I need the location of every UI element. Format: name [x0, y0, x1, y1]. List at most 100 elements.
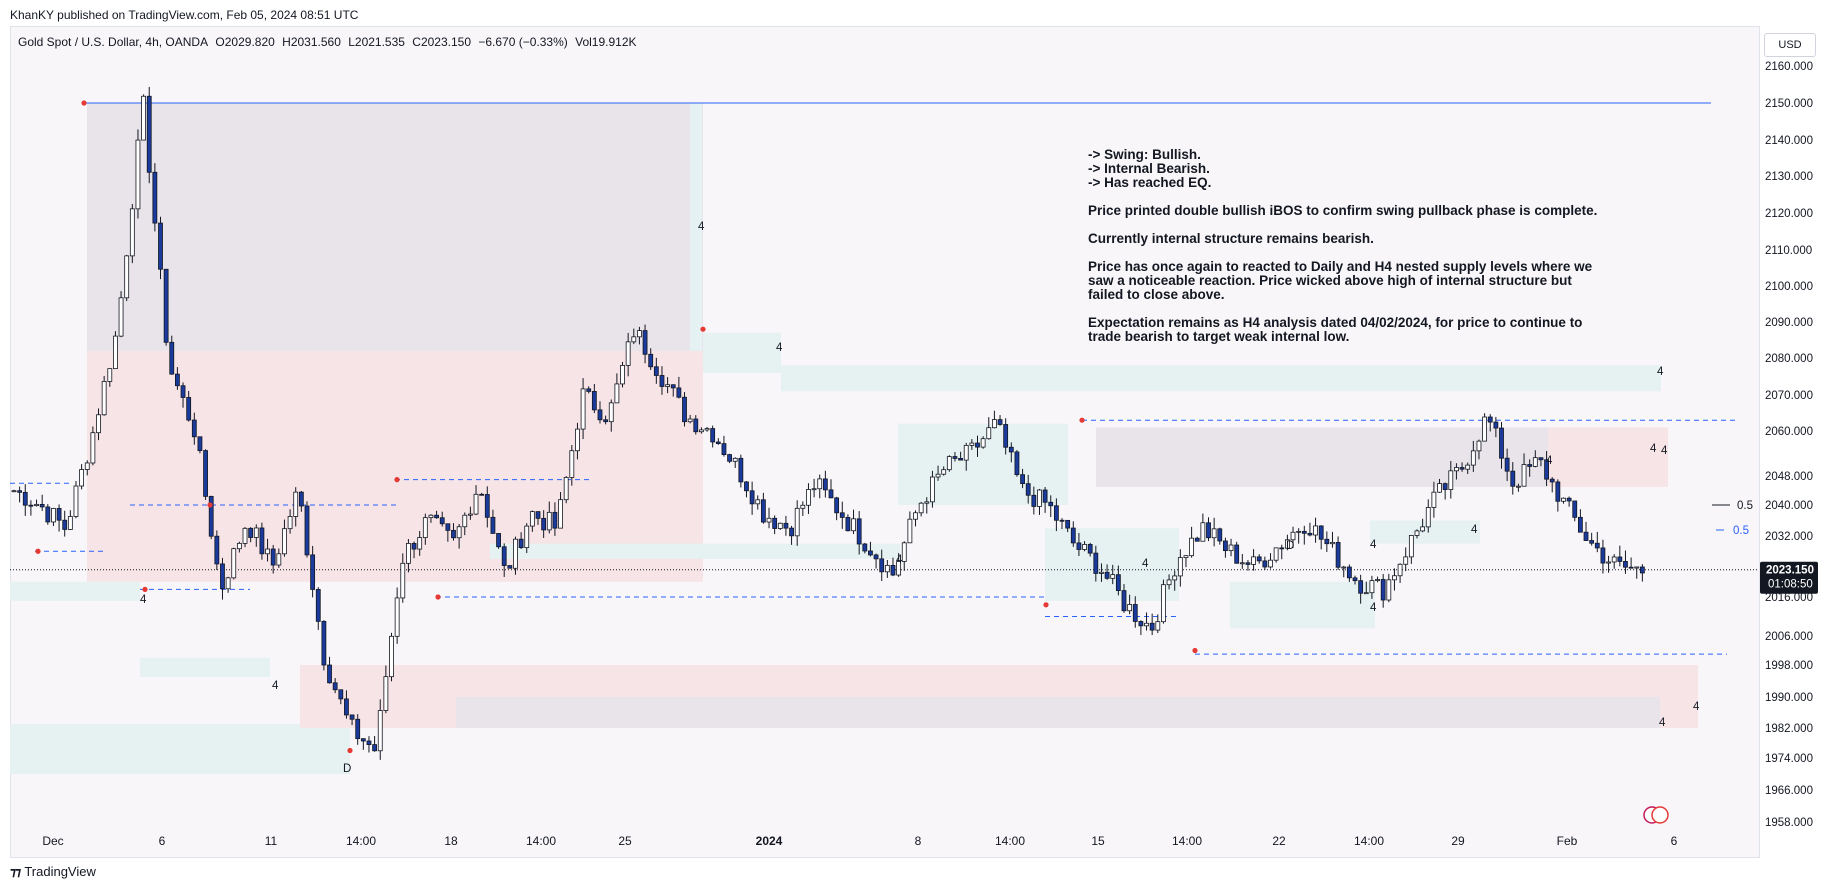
x-tick-label: 14:00: [995, 834, 1025, 848]
current-price-badge: [1760, 561, 1818, 594]
candle-body: [1369, 580, 1375, 594]
candle-body: [1268, 559, 1273, 568]
x-tick-label: 14:00: [346, 834, 376, 848]
candle-body: [659, 375, 665, 387]
note-line: Expectation remains as H4 analysis dated…: [1088, 315, 1583, 330]
candle-body: [1189, 537, 1195, 557]
candle-body: [839, 512, 845, 518]
candle-body: [901, 542, 907, 562]
candle-body: [862, 543, 868, 552]
candle-body: [265, 548, 270, 555]
candle-body: [141, 95, 146, 141]
candle-body: [332, 682, 338, 691]
x-tick-label: 6: [159, 834, 166, 848]
candle-body: [45, 506, 51, 523]
candle-body: [1561, 497, 1566, 502]
candle-body: [310, 554, 316, 590]
candle-body: [259, 527, 265, 555]
candle-body: [586, 388, 592, 392]
candle-body: [152, 171, 158, 224]
candle-body: [1161, 584, 1166, 623]
candle-body: [129, 208, 135, 257]
candle-body: [96, 414, 101, 434]
x-tick-label: 11: [265, 834, 278, 848]
candle-body: [1397, 563, 1403, 577]
tradingview-brand[interactable]: ⁊⁊ TradingView: [10, 864, 96, 879]
candle-body: [180, 385, 186, 398]
candle-body: [1251, 556, 1256, 565]
candle-body: [321, 620, 327, 666]
candle-body: [473, 493, 479, 515]
demand-zone: [140, 657, 270, 677]
candle-body: [738, 457, 744, 483]
y-tick-label: 2032.000: [1765, 531, 1813, 543]
candle-body: [1014, 451, 1020, 476]
candle-body: [315, 589, 321, 622]
candle-body: [817, 478, 823, 490]
candle-body: [17, 490, 23, 493]
candle-body: [1008, 446, 1014, 453]
candle-body: [597, 409, 603, 421]
note-line: failed to close above.: [1088, 287, 1225, 302]
candle-body: [253, 527, 259, 538]
zone-label: 4: [1370, 539, 1377, 551]
candle-body: [794, 507, 800, 537]
candle-body: [1144, 622, 1149, 627]
candle-body: [191, 419, 197, 438]
candle-body: [575, 428, 580, 452]
candle-body: [451, 529, 456, 539]
currency-button[interactable]: USD: [1764, 33, 1816, 57]
y-tick-label: 2070.000: [1765, 390, 1813, 402]
candle-body: [1121, 590, 1127, 612]
candle-body: [338, 689, 344, 700]
demand-zone: [898, 423, 1068, 505]
candle-body: [676, 387, 682, 398]
candle-body: [101, 381, 107, 416]
candle-body: [1115, 574, 1121, 591]
candle-body: [1037, 489, 1042, 507]
candle-body: [1025, 483, 1031, 496]
candle-body: [591, 391, 597, 411]
candle-body: [1307, 532, 1313, 536]
candle-body: [924, 501, 930, 504]
candle-body: [1639, 566, 1645, 574]
swing-point-marker: [81, 100, 87, 106]
candle-body: [349, 714, 355, 720]
y-tick-label: 2040.000: [1765, 500, 1813, 512]
candle-body: [22, 491, 28, 506]
candle-body: [1048, 501, 1054, 507]
candle-body: [434, 514, 439, 519]
candle-body: [496, 533, 501, 548]
candle-body: [293, 491, 299, 517]
candle-body: [158, 222, 163, 270]
candle-body: [777, 522, 783, 529]
zone-label: D: [343, 763, 351, 775]
zone-label: 4: [698, 221, 705, 233]
candle-body: [51, 508, 56, 523]
zone-label: 4: [1370, 602, 1377, 614]
candle-body: [1538, 457, 1544, 461]
candle-body: [1206, 522, 1211, 539]
note-line: Price printed double bullish iBOS to con…: [1088, 203, 1598, 218]
demand-zone: [781, 365, 1661, 392]
candle-body: [236, 542, 242, 550]
demand-zone: [490, 543, 900, 559]
supply-zone: [1548, 427, 1668, 487]
candle-body: [1346, 566, 1352, 579]
candle-body: [800, 504, 806, 509]
candle-body: [276, 553, 282, 566]
candle-body: [1431, 491, 1437, 508]
candle-body: [541, 517, 547, 531]
legend-low: L2021.535: [348, 35, 405, 49]
candle-body: [845, 517, 851, 532]
x-tick-label: Dec: [42, 834, 63, 848]
symbol-legend: Gold Spot / U.S. Dollar, 4h, OANDA O2029…: [18, 35, 641, 49]
candle-body: [39, 503, 45, 508]
candle-body: [1470, 450, 1476, 466]
y-tick-label: 2100.000: [1765, 281, 1813, 293]
candle-body: [890, 564, 896, 576]
candle-body: [355, 718, 361, 740]
candle-body: [304, 505, 310, 556]
fib-label: 0.5: [1737, 500, 1753, 512]
